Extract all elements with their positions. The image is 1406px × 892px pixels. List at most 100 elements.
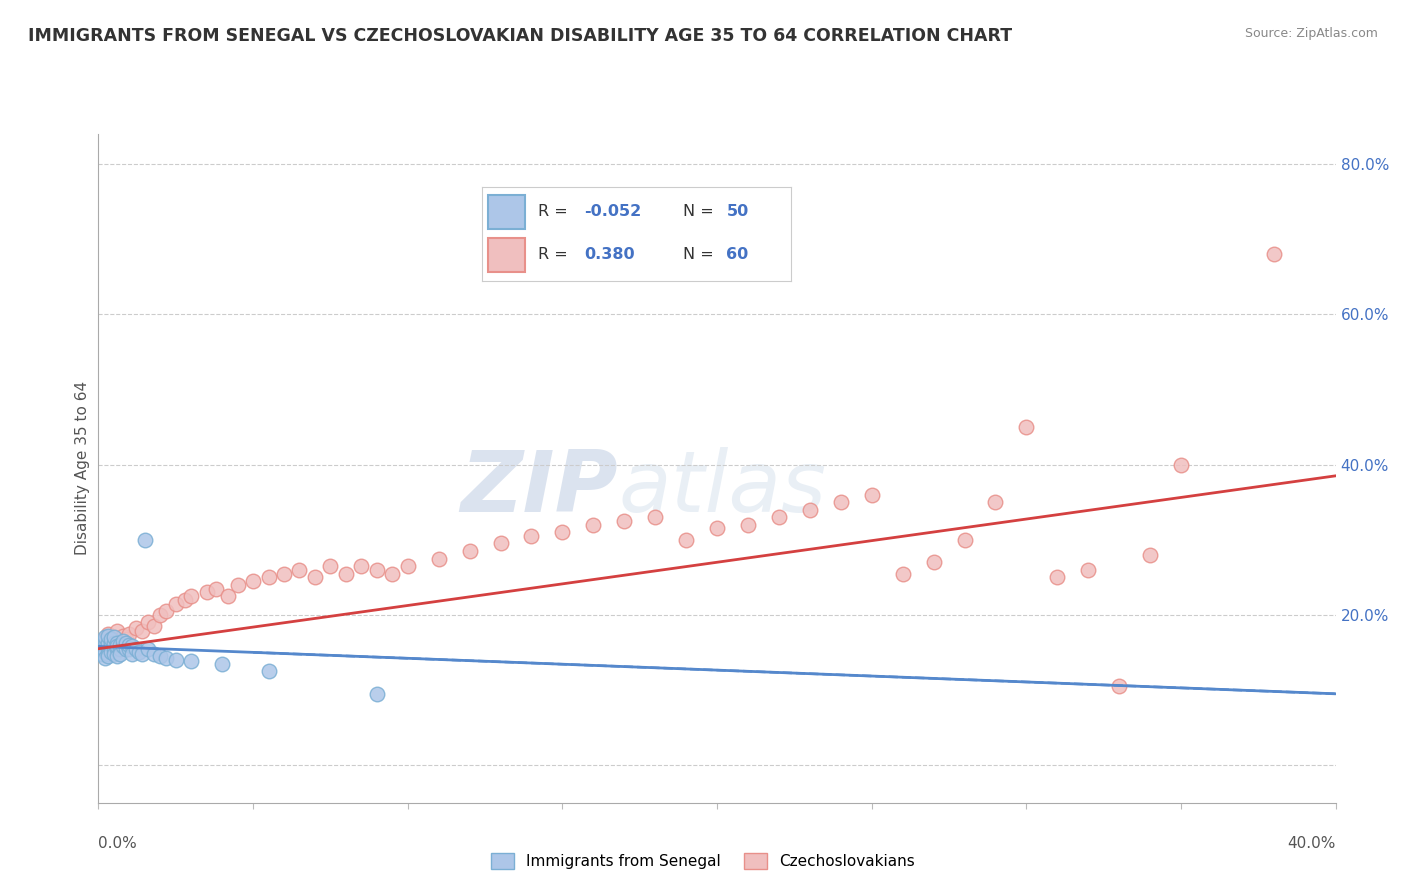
Point	[155, 604, 177, 618]
Point	[105, 640, 128, 654]
Point	[1139, 548, 1161, 562]
Point	[165, 597, 187, 611]
Point	[226, 578, 249, 592]
Point	[366, 563, 388, 577]
Point	[288, 563, 311, 577]
Point	[427, 551, 450, 566]
Point	[737, 517, 759, 532]
Point	[115, 641, 138, 656]
Point	[350, 559, 373, 574]
Point	[90, 647, 112, 661]
Point	[613, 514, 636, 528]
Point	[112, 634, 135, 648]
Text: 50: 50	[727, 204, 748, 219]
Point	[984, 495, 1007, 509]
FancyBboxPatch shape	[488, 194, 526, 228]
Point	[118, 638, 141, 652]
FancyBboxPatch shape	[488, 238, 526, 271]
Point	[143, 619, 166, 633]
Point	[217, 589, 239, 603]
Point	[396, 559, 419, 574]
Point	[108, 647, 131, 661]
Point	[155, 651, 177, 665]
Point	[112, 640, 135, 654]
Point	[1108, 679, 1130, 693]
Point	[121, 640, 143, 654]
Point	[319, 559, 342, 574]
Point	[257, 570, 280, 584]
Point	[180, 655, 202, 669]
Point	[103, 647, 125, 661]
Point	[273, 566, 295, 581]
Text: atlas: atlas	[619, 447, 827, 530]
Text: R =: R =	[537, 204, 572, 219]
Point	[90, 636, 112, 650]
Point	[103, 631, 125, 645]
Point	[103, 636, 125, 650]
Point	[180, 589, 202, 603]
Text: 0.380: 0.380	[583, 247, 634, 262]
Point	[195, 585, 218, 599]
Point	[582, 517, 605, 532]
Point	[115, 636, 138, 650]
Point	[165, 653, 187, 667]
Point	[768, 510, 790, 524]
Point	[105, 641, 128, 656]
Point	[112, 629, 135, 643]
Point	[136, 641, 159, 656]
Point	[100, 645, 122, 659]
Point	[205, 582, 228, 596]
Point	[860, 487, 883, 501]
Text: R =: R =	[537, 247, 572, 262]
Point	[97, 647, 120, 661]
Point	[458, 544, 481, 558]
Point	[922, 555, 945, 569]
Point	[257, 665, 280, 679]
Point	[100, 636, 122, 650]
Point	[124, 621, 146, 635]
Text: IMMIGRANTS FROM SENEGAL VS CZECHOSLOVAKIAN DISABILITY AGE 35 TO 64 CORRELATION C: IMMIGRANTS FROM SENEGAL VS CZECHOSLOVAKI…	[28, 27, 1012, 45]
Point	[100, 640, 122, 654]
Text: ZIP: ZIP	[460, 447, 619, 530]
Point	[108, 638, 131, 652]
Point	[953, 533, 976, 547]
Point	[644, 510, 666, 524]
Point	[1015, 420, 1038, 434]
Point	[105, 649, 128, 664]
Y-axis label: Disability Age 35 to 64: Disability Age 35 to 64	[75, 381, 90, 556]
Point	[103, 641, 125, 656]
Point	[105, 636, 128, 650]
Point	[118, 626, 141, 640]
Text: -0.052: -0.052	[583, 204, 641, 219]
Point	[706, 521, 728, 535]
Text: Source: ZipAtlas.com: Source: ZipAtlas.com	[1244, 27, 1378, 40]
Legend: Immigrants from Senegal, Czechoslovakians: Immigrants from Senegal, Czechoslovakian…	[485, 847, 921, 875]
Point	[108, 634, 131, 648]
Point	[118, 641, 141, 656]
Point	[105, 624, 128, 639]
Point	[149, 607, 172, 622]
Point	[1263, 247, 1285, 261]
Point	[799, 502, 821, 516]
Point	[830, 495, 852, 509]
Point	[335, 566, 357, 581]
Point	[121, 647, 143, 661]
Point	[93, 631, 115, 645]
Point	[90, 636, 112, 650]
Point	[100, 636, 122, 650]
Point	[131, 624, 153, 639]
Point	[242, 574, 264, 588]
Point	[93, 651, 115, 665]
Point	[366, 687, 388, 701]
Text: 40.0%: 40.0%	[1288, 837, 1336, 851]
Point	[143, 647, 166, 661]
Point	[124, 641, 146, 656]
Point	[551, 525, 574, 540]
Point	[97, 641, 120, 656]
Point	[100, 632, 122, 646]
Point	[489, 536, 512, 550]
Point	[381, 566, 404, 581]
Point	[131, 647, 153, 661]
Text: 60: 60	[727, 247, 748, 262]
Point	[115, 632, 138, 646]
